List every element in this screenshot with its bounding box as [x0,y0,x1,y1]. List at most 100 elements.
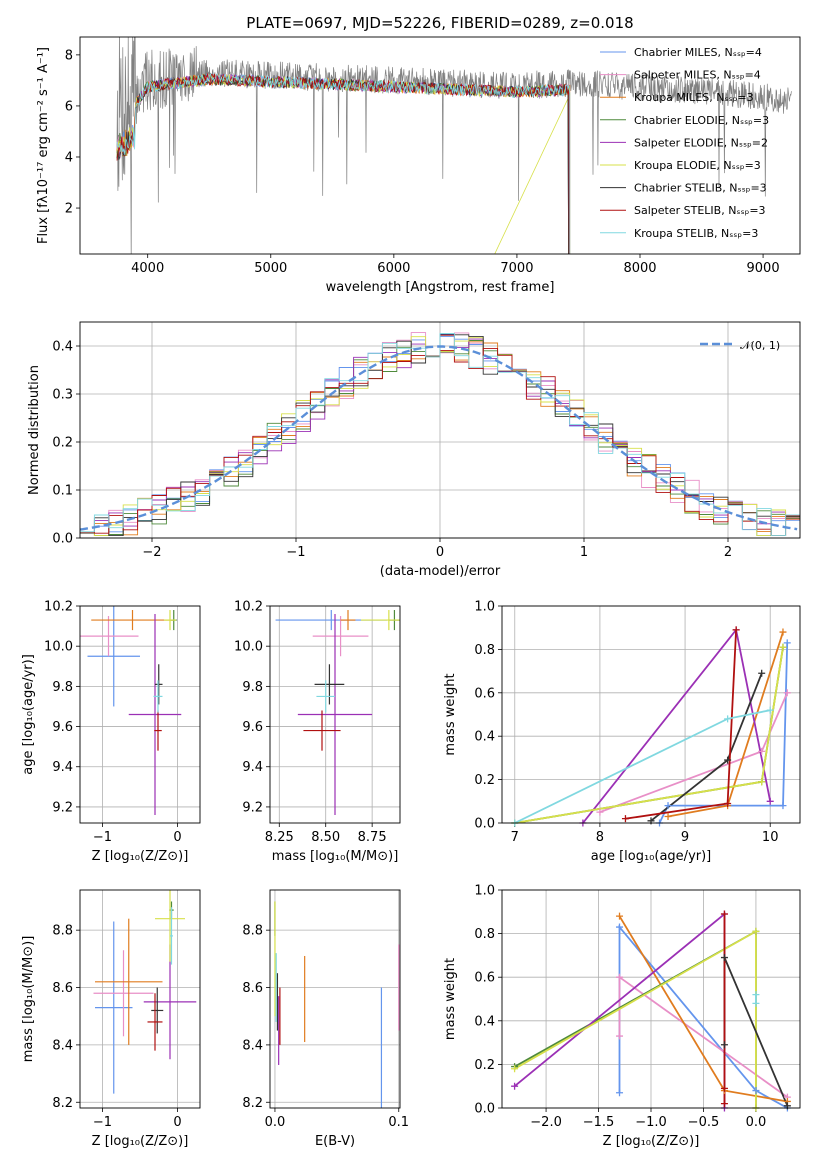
series-point [779,643,787,651]
y-tick-label: 6 [65,99,73,114]
x-tick-label: 7000 [500,261,533,276]
x-tick-label: 1 [580,545,588,560]
model-spectrum-5 [116,74,571,254]
errorbar-point [147,993,163,1051]
axes-frame [79,36,801,255]
y-tick-label: 0.0 [474,817,495,832]
y-tick-label: 8.8 [242,924,263,939]
y-tick-label: 0.4 [474,1014,495,1029]
series-point [724,715,732,723]
x-tick-label: −2.0 [530,1115,562,1130]
axes-frame [501,889,801,1109]
series-point [621,815,629,823]
errorbar-point [95,921,133,1094]
y-tick-label: 0.4 [474,730,495,745]
errorbar-point [153,680,163,713]
errorbar-point [170,907,173,965]
x-tick-label: 0 [173,830,181,845]
errorbar-point [340,610,356,631]
errorbar-point [155,664,163,705]
y-tick-label: 9.4 [242,760,263,775]
y-tick-label: 1.0 [474,884,495,899]
y-tick-label: 9.4 [52,760,73,775]
series-point [752,991,760,999]
normal-curve [80,345,798,531]
x-tick-label: 9000 [747,261,780,276]
y-tick-label: 0.6 [474,686,495,701]
x-tick-label: 8000 [623,261,656,276]
series-point [752,1087,760,1095]
y-tick-label: 9.2 [242,800,263,815]
y-axis-label: age [log₁₀(age/yr)] [21,654,36,775]
y-tick-label: 8.2 [242,1096,263,1111]
legend-entry: Salpeter STELIB, Nₛₛₚ=3 [634,204,766,217]
series-point [616,1032,624,1040]
y-tick-label: 4 [65,150,73,165]
y-tick-label: 0.4 [52,340,73,355]
y-axis-label: mass weight [443,958,458,1040]
y-tick-label: 10.0 [44,640,73,655]
errorbar-point [316,680,335,713]
y-tick-label: 0.2 [474,1058,495,1073]
series-point [783,639,791,647]
x-tick-label: 9 [681,830,689,845]
errorbar-point [151,987,164,1034]
x-axis-label: Z [log₁₀(Z/Z⊙)] [92,849,189,864]
x-tick-label: −1 [286,545,305,560]
errorbar-point [155,890,185,962]
series-point [752,999,760,1007]
series-point [664,812,672,820]
y-tick-label: 0.6 [474,971,495,986]
series-point [616,973,624,981]
errorbar-point [303,710,341,751]
y-tick-label: 10.2 [234,600,263,615]
y-tick-label: 0.0 [474,1102,495,1117]
y-tick-label: 8.6 [242,981,263,996]
x-tick-label: 4000 [131,261,164,276]
series-point [511,1082,519,1090]
x-tick-label: 2 [724,545,732,560]
panel-weight-vs-Z: −2.0 −1.5 −1.0 −0.5 0.0 0.0 0.2 0.4 0.6 0.8 1.0 Z [… [443,884,801,1149]
errorbar-point [143,944,197,1060]
legend: 𝒩(0, 1) [700,339,780,352]
legend-entry: Chabrier ELODIE, Nₛₛₚ=3 [634,114,769,127]
y-axis-label: mass [log₁₀(M/M⊙)] [21,936,36,1063]
legend-entry: Kroupa MILES, Nₛₛₚ=3 [634,91,754,104]
y-tick-label: 8.6 [52,981,73,996]
y-tick-label: 8 [65,48,73,63]
panel-age-vs-Z: −1 0 9.2 9.4 9.6 9.8 10.0 10.2 Z [log₁₀(Z/Z⊙)] ag… [21,600,201,864]
plot-area [80,332,800,537]
series-point [766,706,774,714]
errorbar-point [297,614,373,815]
x-tick-label: 10 [762,830,779,845]
errorbar-point [361,610,400,631]
series-point [752,927,760,935]
x-axis-label: Z [log₁₀(Z/Z⊙)] [603,1134,700,1149]
errorbar-point [314,664,345,705]
errorbar-point [87,606,140,707]
x-tick-label: 6000 [377,261,410,276]
x-axis-label: Z [log₁₀(Z/Z⊙)] [92,1134,189,1149]
series-point [758,669,766,677]
errorbar-point [80,616,139,657]
plot-area [275,610,400,815]
x-tick-label: 0 [436,545,444,560]
errorbar-point [128,614,182,815]
y-tick-label: 8.4 [242,1038,263,1053]
series-point [720,954,728,962]
y-tick-label: 9.6 [52,720,73,735]
legend: Chabrier MILES, Nₛₛₚ=4 Salpeter MILES, Nₛ… [600,46,769,240]
y-tick-label: 10.0 [234,640,263,655]
x-axis-label: wavelength [Angstrom, rest frame] [326,280,555,295]
figure-title: PLATE=0697, MJD=52226, FIBERID=0289, z=0… [246,14,633,32]
plot-area [80,606,182,815]
x-tick-label: 0.0 [746,1115,767,1130]
x-tick-label: 0.0 [265,1115,286,1130]
series-point [511,1065,519,1073]
y-tick-label: 0.8 [474,643,495,658]
y-tick-label: 1.0 [474,600,495,615]
y-axis-label: Normed distribution [27,365,42,495]
series-point [596,808,604,816]
model-spectrum-8 [116,73,571,254]
